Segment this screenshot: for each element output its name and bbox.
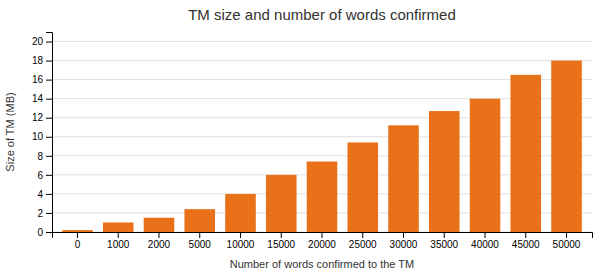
x-tick-label: 45000 [512,239,540,250]
y-tick-mark [46,213,52,214]
y-tick-label: 20 [32,36,44,47]
x-tick-mark [525,232,526,238]
y-tick-label: 18 [32,55,44,66]
y-tick-label: 2 [37,208,43,219]
y-tick-mark [46,80,52,81]
bar [551,61,582,232]
bar [266,175,297,232]
bar [307,162,338,232]
y-tick: 16 [32,74,52,85]
x-tick: 20000 [308,232,336,250]
y-tick: 2 [37,208,52,219]
y-tick-mark [46,42,52,43]
grid-line [52,60,592,61]
y-tick: 20 [32,36,52,47]
bar [103,222,134,232]
bar [388,125,419,232]
x-tick-label: 30000 [390,239,418,250]
y-tick-mark [46,99,52,100]
x-axis-title: Number of words confirmed to the TM [230,258,414,270]
y-tick-label: 10 [32,131,44,142]
chart-svg: 0 1000 2000 5000 10000 15000 20000 25000 30000 35… [0,0,606,276]
y-axis-line [46,33,53,233]
x-axis: 0 1000 2000 5000 10000 15000 20000 25000 30000 35… [53,232,593,250]
y-tick-label: 0 [37,227,43,238]
y-tick: 10 [32,131,52,142]
x-tick: 5000 [189,232,212,250]
x-tick: 50000 [553,232,581,250]
x-tick-label: 1000 [107,239,130,250]
chart-title: TM size and number of words confirmed [188,6,456,23]
x-tick: 15000 [267,232,295,250]
x-tick-label: 40000 [471,239,499,250]
y-tick-label: 14 [32,93,44,104]
bars [62,61,582,232]
y-tick-mark [46,232,52,233]
x-axis-line [53,233,593,239]
y-tick: 4 [37,189,52,200]
bar [510,75,541,232]
y-tick-mark [46,194,52,195]
y-tick-label: 8 [37,151,43,162]
x-tick: 1000 [107,232,130,250]
y-tick-label: 16 [32,74,44,85]
x-tick-mark [199,232,200,238]
x-tick-label: 35000 [430,239,458,250]
y-tick-mark [46,156,52,157]
y-tick: 18 [32,55,52,66]
x-tick-mark [322,232,323,238]
y-tick-label: 12 [32,112,44,123]
grid [52,42,592,232]
x-tick: 10000 [227,232,255,250]
x-tick-mark [566,232,567,238]
x-tick-mark [403,232,404,238]
x-tick-mark [362,232,363,238]
bar [347,142,378,232]
x-tick-label: 20000 [308,239,336,250]
y-tick: 12 [32,112,52,123]
y-tick: 0 [37,227,52,238]
y-tick-mark [46,175,52,176]
x-tick: 30000 [390,232,418,250]
x-tick-mark [77,232,78,238]
y-axis: 0 2 4 6 8 10 12 14 16 18 20 [32,33,53,238]
x-tick-mark [485,232,486,238]
y-tick-mark [46,118,52,119]
y-tick: 6 [37,170,52,181]
chart-container: 0 1000 2000 5000 10000 15000 20000 25000 30000 35… [0,0,606,276]
grid-line [52,41,592,42]
bar [62,230,93,232]
x-tick-mark [118,232,119,238]
x-tick-label: 25000 [349,239,377,250]
x-tick: 0 [75,232,81,250]
y-tick-mark [46,61,52,62]
y-axis-title: Size of TM (MB) [4,92,16,171]
x-tick-label: 50000 [553,239,581,250]
x-tick-label: 2000 [148,239,171,250]
x-tick-label: 5000 [189,239,212,250]
y-tick: 8 [37,151,52,162]
x-tick-label: 15000 [267,239,295,250]
x-tick-mark [444,232,445,238]
x-tick: 25000 [349,232,377,250]
x-tick-mark [281,232,282,238]
x-tick: 2000 [148,232,171,250]
bar [144,218,175,232]
x-tick-mark [158,232,159,238]
x-tick: 40000 [471,232,499,250]
x-tick-label: 10000 [227,239,255,250]
bar [184,209,215,232]
y-tick-label: 6 [37,170,43,181]
y-tick-mark [46,137,52,138]
bar [429,111,460,232]
plot-area: 0 1000 2000 5000 10000 15000 20000 25000 30000 35… [32,33,593,251]
bar [225,194,256,232]
y-tick-label: 4 [37,189,43,200]
x-tick-label: 0 [75,239,81,250]
x-tick: 45000 [512,232,540,250]
x-tick: 35000 [430,232,458,250]
y-tick: 14 [32,93,52,104]
bar [470,99,501,232]
x-tick-mark [240,232,241,238]
